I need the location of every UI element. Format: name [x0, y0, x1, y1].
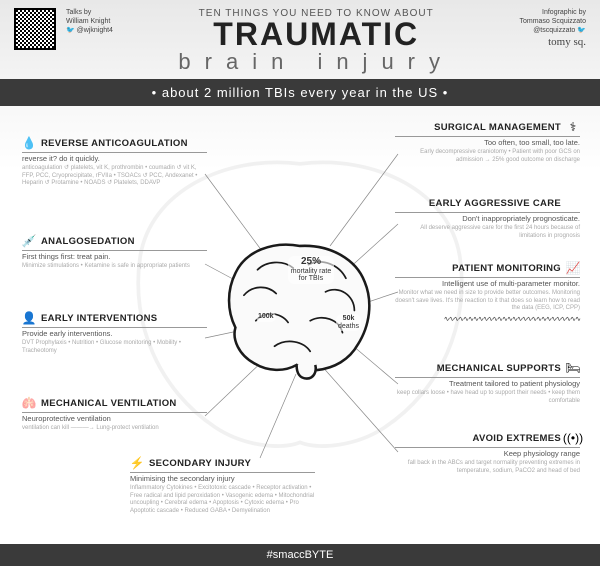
- topic-body: fall back in the ABCs and target normali…: [395, 460, 580, 475]
- topic-mechanical-ventilation: 🫁 MECHANICAL VENTILATION Neuroprotective v…: [22, 396, 207, 433]
- credits-left: Talks by William Knight 🐦 @wjknight4: [66, 8, 113, 35]
- credit-handle: @tscquizzato 🐦: [519, 26, 586, 35]
- topic-subtitle: Minimising the secondary injury: [130, 472, 315, 483]
- topic-secondary-injury: ⚡ SECONDARY INJURY Minimising the secondar…: [130, 456, 315, 515]
- stat-value: 50k: [343, 315, 355, 322]
- reverse-anticoag-icon: 💧: [22, 136, 36, 150]
- waveform: ∿∿∿∿∿∿∿∿∿∿∿∿∿∿∿∿∿∿∿∿∿∿∿∿∿∿∿∿: [395, 315, 580, 323]
- topic-head: SURGICAL MANAGEMENT ⚕: [395, 120, 580, 134]
- avoid-extremes-icon: ((•)): [566, 431, 580, 445]
- topic-surgical-management: SURGICAL MANAGEMENT ⚕ Too often, too small…: [395, 120, 580, 164]
- header: Talks by William Knight 🐦 @wjknight4 TEN…: [0, 0, 600, 79]
- patient-monitoring-icon: 📈: [566, 261, 580, 275]
- topic-body: DVT Prophylaxis • Nutrition • Glucose mo…: [22, 340, 207, 355]
- topic-avoid-extremes: AVOID EXTREMES ((•)) Keep physiology range…: [395, 431, 580, 475]
- topic-title: REVERSE ANTICOAGULATION: [41, 138, 188, 149]
- stat-text: deaths: [338, 323, 359, 330]
- diagram-canvas: 25% mortality rate for TBIs 100k 50k dea…: [0, 106, 600, 536]
- topic-subtitle: Treatment tailored to patient physiology: [395, 377, 580, 388]
- credits-right: Infographic by Tommaso Scquizzato @tscqu…: [519, 8, 586, 50]
- main-title: TRAUMATIC: [123, 19, 510, 49]
- topic-body: Monitor what we need in size to provide …: [395, 290, 580, 313]
- early-interventions-icon: 👤: [22, 311, 36, 325]
- topic-subtitle: Provide early interventions.: [22, 327, 207, 338]
- signature: tomy sq.: [519, 35, 586, 49]
- mechanical-ventilation-icon: 🫁: [22, 396, 36, 410]
- stat-value: 25%: [301, 256, 321, 267]
- topic-title: MECHANICAL VENTILATION: [41, 398, 177, 409]
- topic-body: Inflammatory Cytokines • Excitotoxic cas…: [130, 485, 315, 515]
- credit-handle: 🐦 @wjknight4: [66, 26, 113, 35]
- subtitle: brain injury: [123, 49, 510, 75]
- secondary-injury-icon: ⚡: [130, 456, 144, 470]
- brain-stat-right: 50k deaths: [336, 314, 361, 331]
- topic-title: PATIENT MONITORING: [452, 263, 561, 274]
- topic-head: 💉 ANALGOSEDATION: [22, 234, 207, 248]
- topic-body: Minimize stimulations • Ketamine is safe…: [22, 263, 207, 271]
- topic-head: ⚡ SECONDARY INJURY: [130, 456, 315, 470]
- topic-subtitle: Neuroprotective ventilation: [22, 412, 207, 423]
- brain-stat-main: 25% mortality rate for TBIs: [288, 256, 334, 283]
- topic-subtitle: Keep physiology range: [395, 447, 580, 458]
- topic-body: keep collars loose • have head up to sup…: [395, 390, 580, 405]
- credit-label: Talks by: [66, 8, 113, 17]
- topic-subtitle: Don't inappropriately prognosticate.: [395, 212, 580, 223]
- topic-title: EARLY INTERVENTIONS: [41, 313, 157, 324]
- credit-label: Infographic by: [519, 8, 586, 17]
- topic-mechanical-supports: MECHANICAL SUPPORTS 🛏 Treatment tailored t…: [395, 361, 580, 405]
- topic-head: EARLY AGGRESSIVE CARE: [395, 196, 580, 210]
- topic-subtitle: Intelligent use of multi-parameter monit…: [395, 277, 580, 288]
- topic-title: SECONDARY INJURY: [149, 458, 251, 469]
- topic-early-aggressive-care: EARLY AGGRESSIVE CARE Don't inappropriate…: [395, 196, 580, 240]
- mechanical-supports-icon: 🛏: [566, 361, 580, 375]
- credit-name: Tommaso Scquizzato: [519, 17, 586, 26]
- topic-title: MECHANICAL SUPPORTS: [437, 363, 561, 374]
- topic-body: All deserve aggressive care for the firs…: [395, 225, 580, 240]
- topic-head: AVOID EXTREMES ((•)): [395, 431, 580, 445]
- stat-banner: • about 2 million TBIs every year in the…: [0, 79, 600, 106]
- analgosedation-icon: 💉: [22, 234, 36, 248]
- topic-head: PATIENT MONITORING 📈: [395, 261, 580, 275]
- topic-patient-monitoring: PATIENT MONITORING 📈 Intelligent use of mu…: [395, 261, 580, 323]
- credit-name: William Knight: [66, 17, 113, 26]
- topic-head: 🫁 MECHANICAL VENTILATION: [22, 396, 207, 410]
- topic-subtitle: Too often, too small, too late.: [395, 136, 580, 147]
- topic-title: ANALGOSEDATION: [41, 236, 135, 247]
- footer-banner: #smaccBYTE: [0, 544, 600, 566]
- topic-title: SURGICAL MANAGEMENT: [434, 122, 561, 133]
- surgical-management-icon: ⚕: [566, 120, 580, 134]
- topic-head: 💧 REVERSE ANTICOAGULATION: [22, 136, 207, 150]
- topic-title: AVOID EXTREMES: [473, 433, 561, 444]
- title-block: TEN THINGS YOU NEED TO KNOW ABOUT TRAUMA…: [123, 8, 510, 75]
- topic-body: Early decompressive craniotomy • Patient…: [395, 149, 580, 164]
- topic-subtitle: reverse it? do it quickly.: [22, 152, 207, 163]
- brain-stat-left: 100k: [256, 312, 276, 321]
- stat-value: 100k: [258, 313, 274, 320]
- qr-code: [14, 8, 56, 50]
- topic-body: ventilation can kill ———→ Lung-protect v…: [22, 425, 207, 433]
- topic-head: MECHANICAL SUPPORTS 🛏: [395, 361, 580, 375]
- stat-text: mortality rate for TBIs: [291, 268, 331, 282]
- topic-head: 👤 EARLY INTERVENTIONS: [22, 311, 207, 325]
- early-aggressive-care-icon: [566, 196, 580, 210]
- topic-title: EARLY AGGRESSIVE CARE: [429, 198, 561, 209]
- topic-subtitle: First things first: treat pain.: [22, 250, 207, 261]
- topic-body: anticoagulation ↺ platelets, vit K, prot…: [22, 165, 207, 188]
- topic-reverse-anticoag: 💧 REVERSE ANTICOAGULATION reverse it? do i…: [22, 136, 207, 188]
- topic-early-interventions: 👤 EARLY INTERVENTIONS Provide early interv…: [22, 311, 207, 355]
- topic-analgosedation: 💉 ANALGOSEDATION First things first: treat…: [22, 234, 207, 271]
